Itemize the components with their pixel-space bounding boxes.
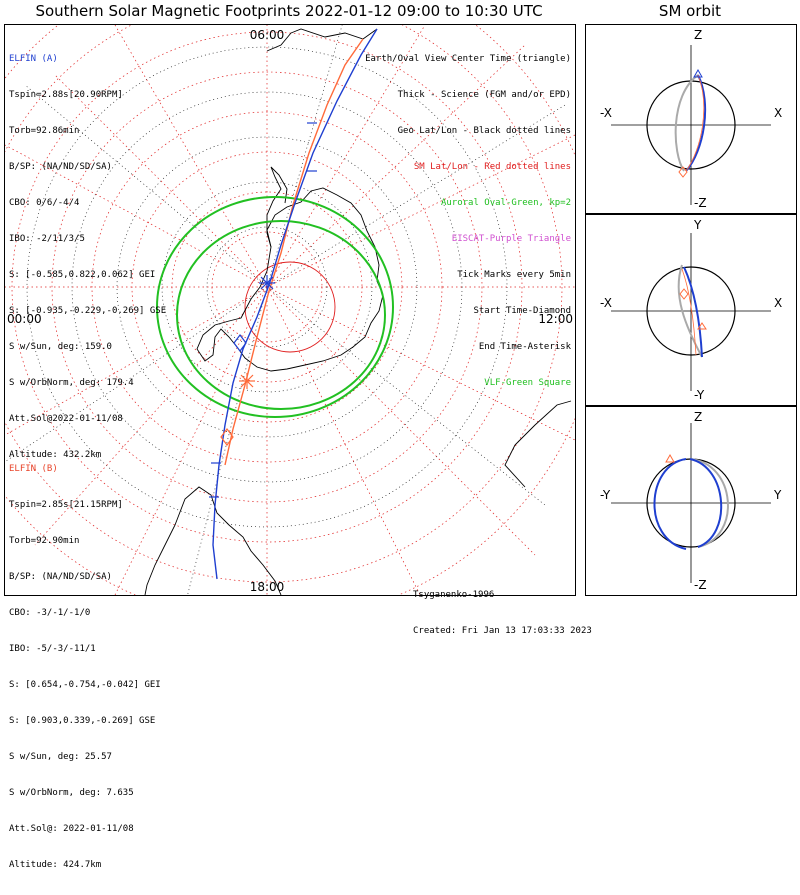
elfin-a-line: S w/OrbNorm, deg: 179.4 (9, 378, 134, 388)
orbit-xy-left: -X (600, 296, 612, 310)
sm-pole-circle (244, 261, 336, 353)
elfin-b-line: CBO: -3/-1/-1/0 (9, 608, 91, 618)
elfin-a-line: IBO: -2/11/3/5 (9, 234, 85, 244)
elfin-b-track (224, 38, 364, 466)
elfin-b-info: ELFIN (B) Tspin=2.85s[21.15RPM] Torb=92.… (9, 439, 161, 895)
auroral-oval-outer (156, 196, 394, 418)
africa-coastline (266, 28, 378, 52)
orbit-plot-yz: Z -Z -Y Y (600, 410, 782, 592)
legend-item: Earth/Oval View Center Time (triangle) (365, 54, 571, 64)
hour-label-top: 06:00 (250, 28, 285, 42)
hour-label-right: 12:00 (538, 312, 573, 326)
antarctica-coastline (196, 187, 384, 372)
figure-title: Southern Solar Magnetic Footprints 2022-… (35, 2, 543, 20)
orbit-yz-right: Y (773, 488, 782, 502)
elfin-b-line: Tspin=2.85s[21.15RPM] (9, 500, 123, 510)
elfin-b-line: B/SP: (NA/ND/SD/SA) (9, 572, 112, 582)
orbit-xz-bottom: -Z (694, 196, 707, 210)
legend-item: End Time-Asterisk (478, 342, 571, 352)
elfin-a-track (212, 28, 378, 580)
orbit-xy-right: X (774, 296, 782, 310)
elfin-b-line: S w/OrbNorm, deg: 7.635 (9, 788, 134, 798)
sm-grid (5, 25, 575, 595)
elfin-b-line: Altitude: 424.7km (9, 860, 102, 870)
legend-item: Start Time-Diamond (473, 306, 571, 316)
south-america-coastline (144, 486, 282, 595)
legend-item: EISCAT-Purple Triangle (451, 234, 571, 244)
orbit-yz-left: -Y (600, 488, 611, 502)
orbit-xz-top: Z (694, 28, 702, 42)
legend-item: VLF-Green Square (484, 378, 571, 388)
created-timestamp: Created: Fri Jan 13 17:03:33 2023 (413, 626, 592, 636)
elfin-a-line: Tspin=2.88s[20.90RPM] (9, 90, 123, 100)
orbit-panel-xy: Y -Y -X X (585, 214, 797, 406)
elfin-a-line: Att.Sol@2022-01-11/08 (9, 414, 123, 424)
elfin-a-info: ELFIN (A) Tspin=2.88s[20.90RPM] Torb=92.… (9, 29, 166, 485)
model-credit: Tsyganenko-1996 (413, 590, 495, 600)
orbit-plot-xz: Z -Z -X X (600, 28, 782, 210)
auroral-oval-inner (176, 220, 386, 410)
credits: Tsyganenko-1996 Created: Fri Jan 13 17:0… (413, 565, 592, 661)
orbit-xy-top: Y (693, 218, 702, 232)
elfin-a-tick-marks (209, 122, 317, 498)
orbit-panel-yz: Z -Z -Y Y (585, 406, 797, 596)
elfin-a-line: S: [-0.585,0.822,0.062] GEI (9, 270, 156, 280)
footprint-map-panel: 06:00 00:00 12:00 18:00 ELFIN (A) Tspin=… (4, 24, 592, 870)
elfin-b-line: IBO: -5/-3/-11/1 (9, 644, 96, 654)
elfin-a-line: S: [-0.935,-0.229,-0.269] GSE (9, 306, 167, 316)
elfin-b-line: S: [0.654,-0.754,-0.042] GEI (9, 680, 161, 690)
elfin-a-line: Torb=92.86min (9, 126, 80, 136)
legend-item: Thick - Science (FGM and/or EPD) (397, 90, 571, 100)
legend-item: Geo Lat/Lon - Black dotted lines (397, 126, 571, 136)
orbit-yz-bottom: -Z (694, 578, 707, 592)
elfin-b-header: ELFIN (B) (9, 464, 58, 474)
legend-item: SM Lat/Lon - Red dotted lines (413, 162, 571, 172)
footprint-map: 06:00 00:00 12:00 18:00 (5, 25, 575, 595)
elfin-b-start-diamond (220, 428, 234, 446)
elfin-b-line: Att.Sol@: 2022-01-11/08 (9, 824, 134, 834)
hour-label-bottom: 18:00 (250, 580, 285, 594)
elfin-a-header: ELFIN (A) (9, 54, 58, 64)
elfin-a-line: CBO: 0/6/-4/4 (9, 198, 80, 208)
elfin-a-start-diamond (233, 334, 247, 352)
elfin-a-line: S w/Sun, deg: 159.0 (9, 342, 112, 352)
hour-label-left: 00:00 (7, 312, 42, 326)
orbit-plot-xy: Y -Y -X X (600, 218, 782, 402)
legend-item: Tick Marks every 5min (457, 270, 571, 280)
orbit-xz-left: -X (600, 106, 612, 120)
orbit-xz-right: X (774, 106, 782, 120)
orbit-yz-top: Z (694, 410, 702, 424)
orbit-panel-xz: Z -Z -X X (585, 24, 797, 214)
orbit-xy-bottom: -Y (694, 388, 705, 402)
australia-coastline (504, 400, 572, 488)
elfin-b-end-asterisk (239, 373, 255, 389)
elfin-a-end-asterisk (259, 275, 275, 291)
elfin-b-line: Torb=92.90min (9, 536, 80, 546)
elfin-a-line: B/SP: (NA/ND/SD/SA) (9, 162, 112, 172)
legend-item: Auroral Oval-Green, kp=2 (440, 198, 571, 208)
elfin-b-line: S w/Sun, deg: 25.57 (9, 752, 112, 762)
elfin-b-line: S: [0.903,0.339,-0.269] GSE (9, 716, 156, 726)
legend: Earth/Oval View Center Time (triangle) T… (365, 29, 571, 413)
antarctic-peninsula (266, 166, 288, 248)
elfin-a-line: Altitude: 432.2km (9, 450, 102, 460)
orbit-title: SM orbit (658, 2, 722, 20)
